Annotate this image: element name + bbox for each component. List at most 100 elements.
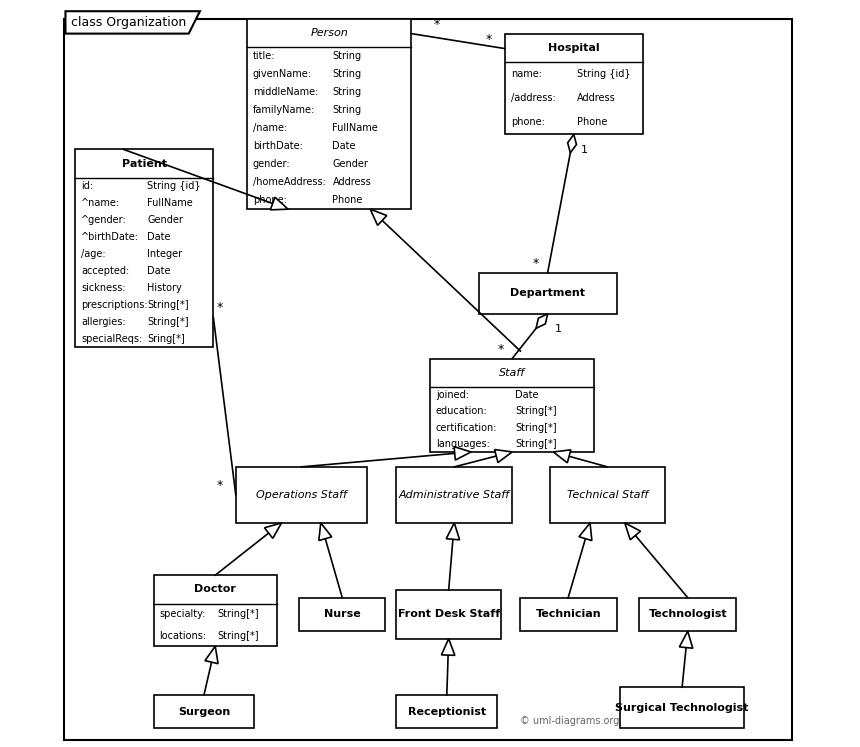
Text: Integer: Integer <box>147 249 182 259</box>
Text: String: String <box>333 69 361 79</box>
Polygon shape <box>536 314 548 329</box>
FancyBboxPatch shape <box>430 359 594 452</box>
Text: *: * <box>497 343 503 356</box>
Text: String[*]: String[*] <box>515 406 557 416</box>
Text: specialty:: specialty: <box>160 610 206 619</box>
Text: Person: Person <box>310 28 348 38</box>
Text: © uml-diagrams.org: © uml-diagrams.org <box>519 716 619 726</box>
Text: id:: id: <box>81 182 93 191</box>
Polygon shape <box>441 639 455 655</box>
Text: *: * <box>433 18 440 31</box>
Text: Surgeon: Surgeon <box>178 707 230 716</box>
Polygon shape <box>205 646 218 663</box>
Text: Date: Date <box>147 232 170 242</box>
FancyBboxPatch shape <box>299 598 385 631</box>
Text: familyName:: familyName: <box>253 105 316 115</box>
Text: Surgical Technologist: Surgical Technologist <box>616 703 749 713</box>
Text: String {id}: String {id} <box>576 69 630 79</box>
Text: /name:: /name: <box>253 123 287 133</box>
FancyBboxPatch shape <box>550 467 666 523</box>
Text: specialReqs:: specialReqs: <box>81 334 143 344</box>
Text: *: * <box>217 302 224 314</box>
Text: birthDate:: birthDate: <box>253 141 303 151</box>
Text: ^name:: ^name: <box>81 198 120 208</box>
Text: /homeAddress:: /homeAddress: <box>253 177 326 187</box>
Text: phone:: phone: <box>253 195 287 205</box>
Text: 1: 1 <box>555 324 562 335</box>
FancyBboxPatch shape <box>236 467 366 523</box>
Text: Date: Date <box>515 390 539 400</box>
Text: Front Desk Staff: Front Desk Staff <box>397 610 500 619</box>
Text: String: String <box>333 87 361 97</box>
Text: Doctor: Doctor <box>194 584 237 595</box>
Text: String[*]: String[*] <box>218 630 260 640</box>
Text: Technical Staff: Technical Staff <box>567 490 648 500</box>
Polygon shape <box>568 134 576 153</box>
Polygon shape <box>265 523 281 539</box>
FancyBboxPatch shape <box>639 598 736 631</box>
Text: languages:: languages: <box>436 438 490 449</box>
Text: accepted:: accepted: <box>81 266 129 276</box>
Text: Sring[*]: Sring[*] <box>147 334 185 344</box>
Text: Hospital: Hospital <box>548 43 599 53</box>
Text: History: History <box>147 283 181 293</box>
Text: 1: 1 <box>581 145 588 155</box>
Polygon shape <box>553 450 571 463</box>
Text: Patient: Patient <box>122 158 167 169</box>
Polygon shape <box>579 523 592 541</box>
Text: Phone: Phone <box>333 195 363 205</box>
Text: ^birthDate:: ^birthDate: <box>81 232 139 242</box>
FancyBboxPatch shape <box>519 598 617 631</box>
Polygon shape <box>270 197 288 210</box>
Text: Address: Address <box>333 177 372 187</box>
FancyBboxPatch shape <box>396 467 513 523</box>
Text: Technician: Technician <box>536 610 601 619</box>
Text: Department: Department <box>510 288 585 298</box>
Text: gender:: gender: <box>253 159 291 169</box>
Text: Technologist: Technologist <box>648 610 727 619</box>
Text: String[*]: String[*] <box>147 300 188 310</box>
Text: ^gender:: ^gender: <box>81 215 127 225</box>
Text: Phone: Phone <box>576 117 607 128</box>
Text: locations:: locations: <box>160 630 206 640</box>
Text: Gender: Gender <box>333 159 368 169</box>
Text: FullName: FullName <box>333 123 378 133</box>
Text: String: String <box>333 105 361 115</box>
Polygon shape <box>454 447 471 460</box>
Text: String: String <box>333 51 361 61</box>
Text: Gender: Gender <box>147 215 183 225</box>
Text: /address:: /address: <box>511 93 556 103</box>
Text: String[*]: String[*] <box>218 610 260 619</box>
Polygon shape <box>446 523 459 540</box>
Text: title:: title: <box>253 51 275 61</box>
Polygon shape <box>624 523 641 540</box>
Text: name:: name: <box>511 69 542 79</box>
Text: *: * <box>217 479 224 492</box>
FancyBboxPatch shape <box>620 687 744 728</box>
Text: sickness:: sickness: <box>81 283 126 293</box>
Text: Operations Staff: Operations Staff <box>255 490 347 500</box>
Text: middleName:: middleName: <box>253 87 318 97</box>
FancyBboxPatch shape <box>247 19 411 209</box>
Text: FullName: FullName <box>147 198 193 208</box>
Polygon shape <box>65 11 200 34</box>
Text: givenName:: givenName: <box>253 69 312 79</box>
FancyBboxPatch shape <box>64 19 792 740</box>
Text: Date: Date <box>147 266 170 276</box>
Text: certification:: certification: <box>436 423 497 433</box>
FancyBboxPatch shape <box>505 34 643 134</box>
Text: /age:: /age: <box>81 249 106 259</box>
FancyBboxPatch shape <box>154 575 277 646</box>
Polygon shape <box>679 631 693 648</box>
Polygon shape <box>494 450 513 462</box>
FancyBboxPatch shape <box>154 695 255 728</box>
Text: education:: education: <box>436 406 488 416</box>
Text: joined:: joined: <box>436 390 469 400</box>
Text: String {id}: String {id} <box>147 182 200 191</box>
Text: *: * <box>486 33 492 46</box>
Text: String[*]: String[*] <box>515 423 557 433</box>
FancyBboxPatch shape <box>478 273 617 314</box>
Text: allergies:: allergies: <box>81 317 126 327</box>
Polygon shape <box>319 523 332 541</box>
Text: Administrative Staff: Administrative Staff <box>399 490 510 500</box>
